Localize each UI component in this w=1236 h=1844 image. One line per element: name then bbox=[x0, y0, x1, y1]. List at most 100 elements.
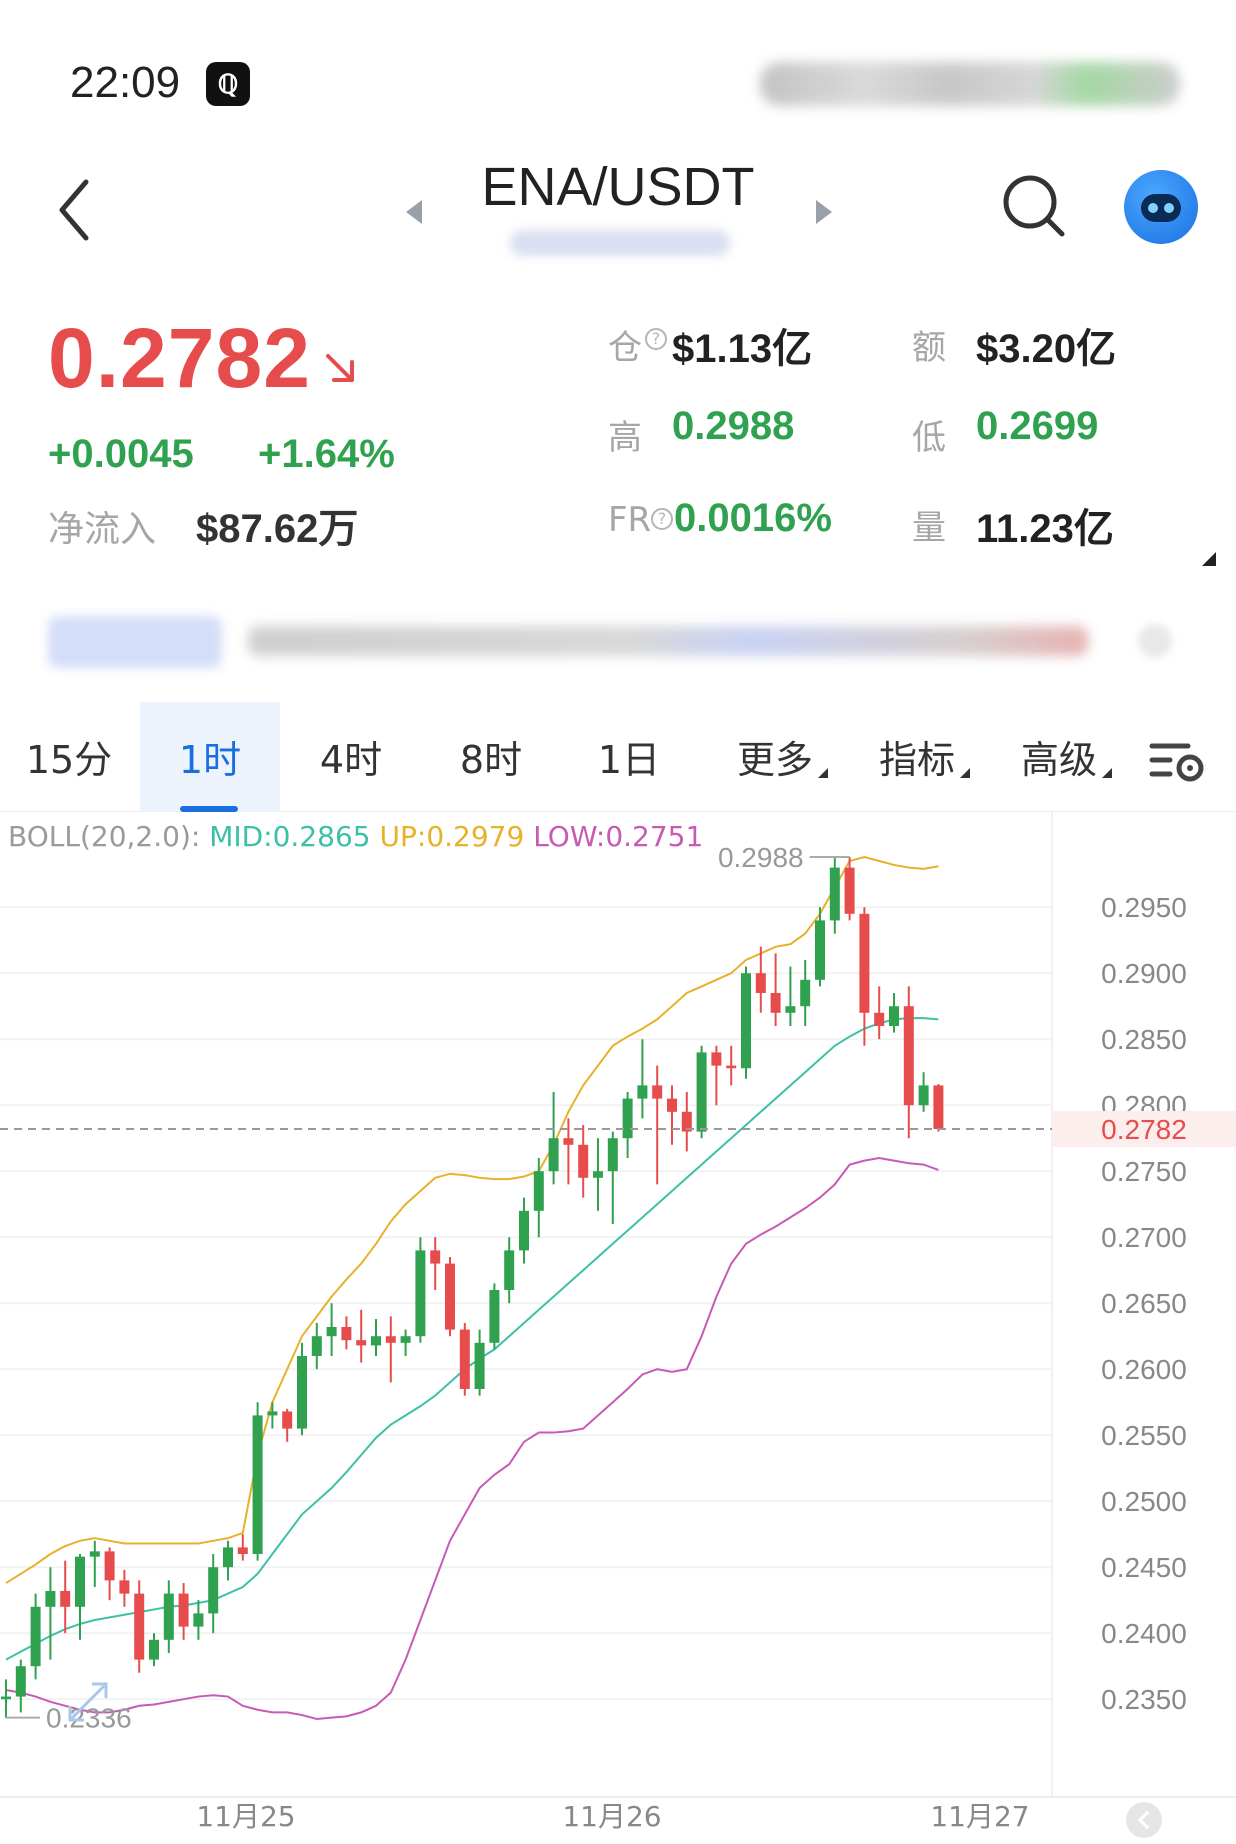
candle-body bbox=[385, 1336, 396, 1343]
funding-rate-value: 0.0016% bbox=[674, 496, 832, 540]
candle-body bbox=[755, 973, 766, 993]
boll-low: LOW:0.2751 bbox=[533, 820, 704, 853]
candle-body bbox=[237, 1547, 248, 1554]
candle-body bbox=[267, 1411, 278, 1416]
candle-body bbox=[667, 1098, 677, 1112]
candle-body bbox=[60, 1590, 71, 1607]
candle-body bbox=[474, 1342, 485, 1389]
candle-body bbox=[75, 1556, 85, 1607]
candle-body bbox=[918, 1085, 929, 1106]
status-icons bbox=[760, 62, 1180, 106]
assistant-avatar-icon[interactable] bbox=[1124, 170, 1198, 244]
candle-body bbox=[371, 1336, 381, 1346]
y-tick-label: 0.2750 bbox=[1101, 1156, 1187, 1187]
x-tick-label: 11月27 bbox=[930, 1800, 1029, 1833]
candle-body bbox=[622, 1098, 633, 1139]
candle-body bbox=[637, 1085, 648, 1099]
help-icon[interactable]: ? bbox=[651, 508, 673, 530]
tab-8h[interactable]: 8时 bbox=[459, 738, 523, 782]
candle-body bbox=[341, 1326, 352, 1341]
candle-body bbox=[459, 1329, 470, 1389]
last-price: 0.2782 bbox=[48, 311, 311, 405]
back-icon[interactable] bbox=[48, 170, 108, 250]
pair-title[interactable]: ENA/USDT bbox=[481, 157, 755, 217]
tab-1d[interactable]: 1日 bbox=[597, 738, 661, 782]
open-interest-label: 仓 bbox=[608, 328, 642, 368]
candle-body bbox=[785, 1006, 796, 1013]
price-change-abs: +0.0045 bbox=[48, 432, 194, 476]
tab-indicators[interactable]: 指标 bbox=[878, 738, 955, 782]
search-icon[interactable] bbox=[1000, 172, 1070, 242]
high-marker-label: 0.2988 bbox=[718, 842, 804, 873]
candle-body bbox=[30, 1606, 41, 1667]
y-tick-label: 0.2950 bbox=[1101, 892, 1187, 923]
chart-settings-icon[interactable] bbox=[1148, 738, 1208, 786]
candle-body bbox=[45, 1590, 56, 1607]
status-time: 22:09 bbox=[70, 58, 181, 107]
kline-chart[interactable]: 0.2950 0.2900 0.2850 0.2800 0.2750 0.2700 0.26… bbox=[0, 812, 1236, 1844]
tab-4h[interactable]: 4时 bbox=[319, 738, 383, 782]
boll-up: UP:0.2979 bbox=[379, 820, 525, 853]
news-banner[interactable] bbox=[48, 612, 1188, 670]
candle-body bbox=[400, 1336, 411, 1343]
app-badge-icon: ℚ bbox=[206, 62, 250, 106]
y-tick-label: 0.2650 bbox=[1101, 1288, 1187, 1319]
boll-mid: MID:0.2865 bbox=[209, 820, 371, 853]
candle-body bbox=[504, 1250, 515, 1290]
boll-legend: BOLL(20,2.0): MID:0.2865 UP:0.2979 LOW:0… bbox=[8, 820, 703, 853]
caret-down-icon bbox=[818, 768, 828, 778]
tab-more[interactable]: 更多 bbox=[736, 738, 813, 782]
candle-body bbox=[193, 1613, 204, 1627]
turnover-value: $3.20亿 bbox=[976, 327, 1117, 371]
next-pair-icon[interactable] bbox=[810, 192, 840, 232]
y-tick-label: 0.2350 bbox=[1101, 1684, 1187, 1715]
candle-body bbox=[903, 1006, 914, 1106]
candle-body bbox=[311, 1336, 322, 1356]
volume-value: 11.23亿 bbox=[976, 507, 1114, 551]
high-label: 高 bbox=[608, 418, 642, 458]
candle-body bbox=[208, 1567, 219, 1614]
candle-body bbox=[726, 1065, 737, 1069]
y-tick-label: 0.2550 bbox=[1101, 1420, 1187, 1451]
candle-body bbox=[889, 1006, 899, 1026]
candle-body bbox=[741, 973, 751, 1069]
turnover-label: 额 bbox=[912, 328, 946, 368]
current-price-tag-bg bbox=[1052, 1110, 1236, 1147]
fullscreen-icon[interactable] bbox=[68, 1682, 108, 1722]
scroll-latest-icon[interactable] bbox=[1126, 1802, 1162, 1838]
low-label: 低 bbox=[912, 418, 946, 458]
volume-label: 量 bbox=[912, 508, 946, 548]
pair-subtitle bbox=[510, 230, 730, 256]
candle-body bbox=[607, 1138, 618, 1172]
netflow-value: $87.62万 bbox=[196, 507, 359, 551]
down-arrow-icon bbox=[326, 354, 354, 382]
candle-body bbox=[563, 1138, 574, 1145]
tab-15m[interactable]: 15分 bbox=[25, 738, 113, 782]
candle-body bbox=[1, 1696, 11, 1700]
y-tick-label: 0.2450 bbox=[1101, 1552, 1187, 1583]
candle-body bbox=[89, 1551, 100, 1557]
candle-body bbox=[178, 1593, 189, 1627]
caret-down-icon bbox=[960, 768, 970, 778]
x-tick-label: 11月26 bbox=[562, 1800, 661, 1833]
tab-1h[interactable]: 1时 bbox=[140, 702, 280, 812]
prev-pair-icon[interactable] bbox=[398, 192, 428, 232]
help-icon[interactable]: ? bbox=[645, 328, 667, 350]
candle-body bbox=[593, 1171, 603, 1178]
boll-upper-line bbox=[5, 856, 939, 1584]
candle-body bbox=[696, 1052, 707, 1132]
kline-chart-canvas[interactable]: 0.29500.29000.28500.28000.27500.27000.26… bbox=[0, 812, 1236, 1844]
funding-rate-label: FR bbox=[608, 500, 652, 540]
tab-advanced[interactable]: 高级 bbox=[1020, 738, 1097, 782]
candle-body bbox=[489, 1290, 500, 1343]
candle-body bbox=[829, 867, 840, 921]
candle-body bbox=[15, 1666, 26, 1697]
candle-body bbox=[681, 1111, 692, 1132]
candle-body bbox=[859, 913, 870, 1013]
boll-mid-line bbox=[5, 1017, 939, 1661]
candle-body bbox=[800, 979, 811, 1007]
candle-body bbox=[533, 1171, 544, 1211]
expand-stats-icon[interactable] bbox=[1202, 552, 1216, 566]
candle-body bbox=[933, 1085, 944, 1129]
ticker-panel: 0.2782 +0.0045 +1.64% 净流入 $87.62万 仓 ? $1… bbox=[0, 290, 1236, 566]
